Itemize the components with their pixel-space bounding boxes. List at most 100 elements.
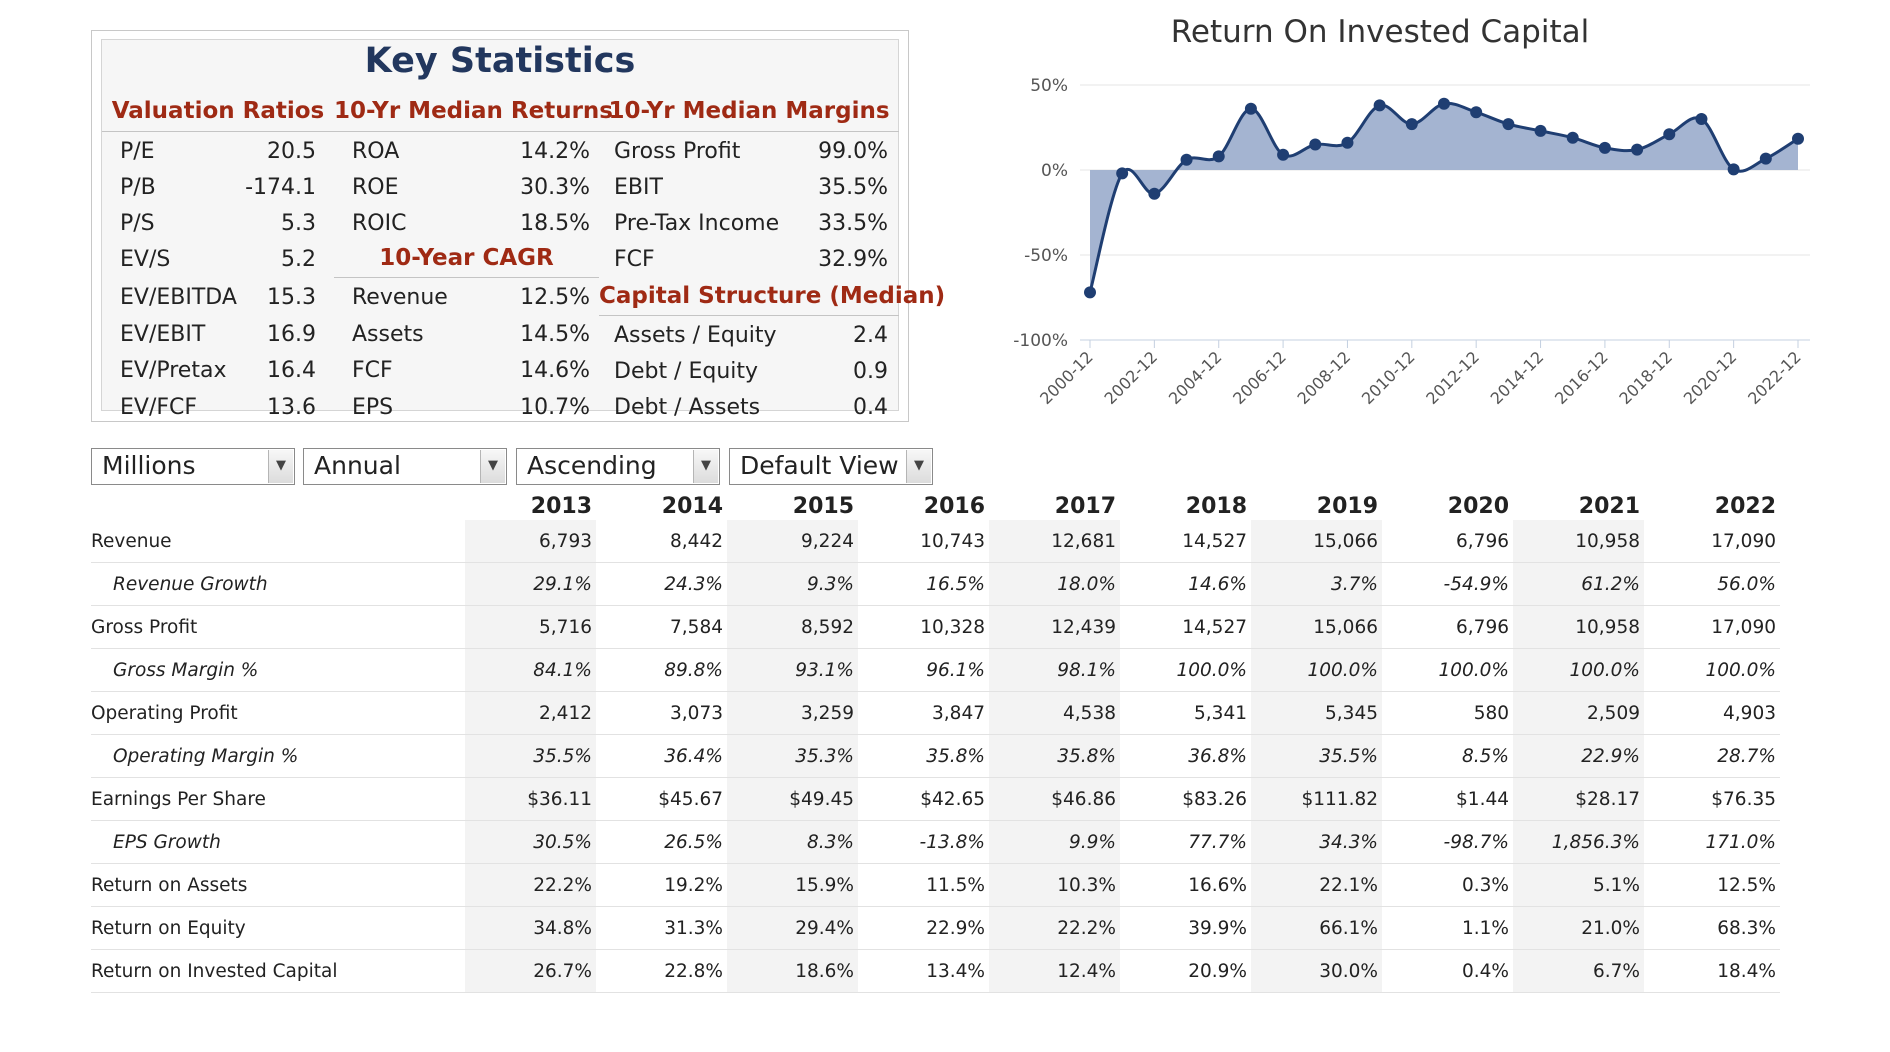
table-cell: 68.3% — [1644, 906, 1780, 950]
valuation-label: EV/EBIT — [120, 322, 206, 347]
capital-value: 0.4 — [853, 395, 888, 420]
valuation-label: EV/EBITDA — [120, 285, 237, 310]
table-cell: $45.67 — [596, 777, 727, 821]
data-point — [1598, 141, 1611, 154]
table-cell: 28.7% — [1644, 734, 1780, 778]
table-cell: 3.7% — [1251, 562, 1382, 606]
key-statistics-title: Key Statistics — [364, 41, 636, 81]
table-cell: 9.9% — [989, 820, 1120, 864]
table-cell: 22.1% — [1251, 863, 1382, 907]
table-cell: 6,793 — [465, 520, 596, 563]
table-cell: 14.6% — [1120, 562, 1251, 606]
chart-title: Return On Invested Capital — [1170, 14, 1590, 50]
valuation-value: 16.9 — [267, 322, 316, 347]
x-tick-label: 2016-12 — [1551, 347, 1612, 408]
table-cell: 77.7% — [1120, 820, 1251, 864]
table-cell: 13.4% — [858, 949, 989, 993]
data-point — [1566, 131, 1579, 144]
table-cell: 17,090 — [1644, 605, 1780, 649]
table-cell: 84.1% — [465, 648, 596, 692]
year-header: 2017 — [1054, 493, 1116, 519]
data-point — [1663, 128, 1676, 141]
table-cell: 30.0% — [1251, 949, 1382, 993]
data-point — [1244, 102, 1257, 115]
table-cell: 35.8% — [858, 734, 989, 778]
valuation-value: 20.5 — [267, 139, 316, 164]
data-point — [1212, 150, 1225, 163]
table-cell: 22.2% — [465, 863, 596, 907]
table-cell: 5,345 — [1251, 691, 1382, 735]
view-select-value: Default View — [740, 451, 899, 480]
table-cell: 8.3% — [727, 820, 858, 864]
series-area — [1090, 103, 1798, 293]
view-select[interactable]: Default View ▼ — [729, 448, 933, 485]
table-cell: 35.5% — [1251, 734, 1382, 778]
table-cell: 36.4% — [596, 734, 727, 778]
table-cell: 10,328 — [858, 605, 989, 649]
table-cell: 17,090 — [1644, 520, 1780, 563]
table-cell: 15,066 — [1251, 520, 1382, 563]
period-select[interactable]: Annual ▼ — [303, 448, 507, 485]
table-cell: 4,903 — [1644, 691, 1780, 735]
table-cell: 29.4% — [727, 906, 858, 950]
capital-label: Debt / Assets — [614, 395, 761, 420]
table-cell: 31.3% — [596, 906, 727, 950]
data-point — [1470, 106, 1483, 119]
table-cell: 100.0% — [1644, 648, 1780, 692]
key-statistics-inner: Key Statistics Valuation Ratios 10-Yr Me… — [101, 39, 945, 420]
table-cell: 26.5% — [596, 820, 727, 864]
x-tick-label: 2000-12 — [1036, 347, 1097, 408]
table-cell: 56.0% — [1644, 562, 1780, 606]
table-cell: 10,743 — [858, 520, 989, 563]
table-cell: -13.8% — [858, 820, 989, 864]
cagr-value: 14.5% — [520, 322, 590, 347]
table-cell: 8,442 — [596, 520, 727, 563]
cagr-value: 12.5% — [520, 285, 590, 310]
data-point — [1534, 124, 1547, 137]
x-tick-label: 2020-12 — [1680, 347, 1741, 408]
table-cell: 24.3% — [596, 562, 727, 606]
margins-value: 35.5% — [818, 175, 888, 200]
table-cell: 19.2% — [596, 863, 727, 907]
roic-chart: 50% 0% -50% -100%2000-12 2002-12 2004-12 2006-… — [1013, 76, 1810, 408]
table-cell: 15,066 — [1251, 605, 1382, 649]
year-header: 2022 — [1714, 493, 1776, 519]
data-point — [1277, 148, 1290, 161]
table-cell: 9,224 — [727, 520, 858, 563]
table-cell: $49.45 — [727, 777, 858, 821]
table-cell: 36.8% — [1120, 734, 1251, 778]
row-label: Operating Profit — [91, 691, 465, 735]
table-row: Earnings Per Share $36.11 $45.67 $49.45 $42.… — [91, 777, 1780, 821]
data-point — [1438, 97, 1450, 110]
x-tick-label: 2002-12 — [1100, 347, 1161, 408]
valuation-value: 13.6 — [267, 395, 316, 420]
valuation-value: -174.1 — [245, 175, 316, 200]
valuation-label: P/B — [120, 175, 156, 200]
returns-value: 18.5% — [520, 211, 590, 236]
x-tick-label: 2014-12 — [1487, 347, 1548, 408]
table-cell: -98.7% — [1382, 820, 1513, 864]
year-header: 2015 — [792, 493, 854, 519]
table-cell: 18.0% — [989, 562, 1120, 606]
heading-divider — [102, 131, 899, 132]
units-select[interactable]: Millions ▼ — [91, 448, 295, 485]
table-cell: 20.9% — [1120, 949, 1251, 993]
data-point — [1373, 99, 1386, 112]
capital-structure-divider — [599, 315, 899, 316]
table-cell: 5.1% — [1513, 863, 1644, 907]
year-header: 2021 — [1578, 493, 1640, 519]
order-select[interactable]: Ascending ▼ — [516, 448, 720, 485]
table-cell: $28.17 — [1513, 777, 1644, 821]
table-cell: 0.4% — [1382, 949, 1513, 993]
table-cell: 100.0% — [1382, 648, 1513, 692]
table-cell: 18.6% — [727, 949, 858, 993]
table-cell: $1.44 — [1382, 777, 1513, 821]
margins-label: FCF — [614, 247, 655, 272]
table-cell: 22.9% — [1513, 734, 1644, 778]
x-tick-label: 2010-12 — [1358, 347, 1419, 408]
table-cell: 3,259 — [727, 691, 858, 735]
table-cell: 14,527 — [1120, 520, 1251, 563]
returns-label: ROE — [352, 175, 399, 200]
table-cell: 35.3% — [727, 734, 858, 778]
table-row: Operating Profit 2,412 3,073 3,259 3,847 4,53… — [91, 691, 1780, 735]
